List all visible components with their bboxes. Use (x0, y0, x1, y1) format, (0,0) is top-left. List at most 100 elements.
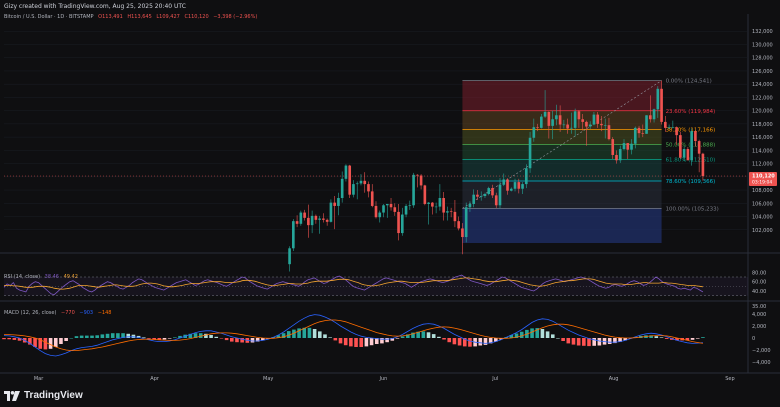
macd-histogram-bar (618, 338, 622, 342)
macd-histogram-bar (235, 338, 239, 343)
macd-histogram-bar (395, 338, 400, 339)
macd-histogram-bar (411, 332, 415, 338)
rsi-tick-label: 80.00 (752, 270, 766, 276)
candle-body (536, 127, 539, 128)
macd-histogram-bar (664, 338, 669, 339)
candle-body (355, 183, 359, 185)
tradingview-logo[interactable]: TradingView (4, 390, 83, 401)
macd-histogram-bar (74, 336, 79, 338)
symbol-legend: Bitcoin / U.S. Dollar · 1D · BITSTAMP O1… (4, 14, 260, 20)
candle-body (652, 109, 656, 120)
candle-body (588, 124, 592, 127)
macd-histogram-bar (110, 333, 115, 338)
candle-body (660, 88, 663, 122)
candle-body (498, 184, 502, 206)
price-tick-label: 132,000 (752, 29, 773, 35)
fib-zone-extension (462, 208, 662, 243)
macd-histogram-bar (597, 338, 602, 346)
macd-histogram-bar (261, 338, 265, 341)
candle-body (701, 153, 705, 177)
candle-body (633, 127, 637, 144)
macd-histogram-bar (685, 338, 690, 341)
macd-histogram-bar (338, 338, 343, 344)
macd-histogram-bar (250, 338, 255, 343)
macd-histogram-bar (442, 338, 446, 340)
macd-histogram-bar (535, 328, 540, 338)
macd-histogram-bar (364, 338, 369, 347)
macd-histogram-bar (457, 338, 462, 346)
macd-histogram-bar (462, 338, 467, 347)
macd-tick-label: 2,000 (752, 324, 766, 330)
time-axis-label: May (263, 376, 273, 382)
macd-histogram-bar (224, 338, 229, 341)
macd-histogram-bar (494, 338, 498, 342)
candle-body (592, 114, 596, 125)
candle-body (295, 221, 299, 224)
macd-histogram-bar (43, 338, 48, 350)
candle-body (412, 174, 415, 206)
candle-body (389, 203, 393, 208)
macd-histogram-bar (240, 338, 244, 343)
macd-histogram-bar (131, 334, 136, 338)
candle-body (615, 154, 618, 161)
price-tick-label: 116,000 (752, 135, 773, 141)
macd-histogram-bar (519, 331, 524, 338)
candle-body (558, 115, 562, 125)
macd-histogram-bar (530, 328, 534, 338)
candle-body (367, 184, 370, 192)
candle-body (566, 124, 569, 129)
price-tick-label: 120,000 (752, 109, 773, 115)
candle-body (694, 131, 697, 142)
candle-body (363, 180, 367, 185)
rsi-legend-title[interactable]: RSI (14, close) (4, 274, 41, 280)
macd-histogram-bar (556, 338, 560, 339)
macd-histogram-bar (659, 337, 664, 338)
candle-body (464, 207, 468, 238)
candle-body (434, 206, 438, 208)
candle-body (532, 127, 536, 138)
macd-histogram-bar (141, 337, 146, 338)
macd-histogram-bar (7, 338, 11, 340)
candle-body (506, 179, 509, 191)
candle-body (468, 203, 472, 208)
symbol-name[interactable]: Bitcoin / U.S. Dollar · 1D · BITSTAMP (4, 14, 94, 20)
candle-body (630, 143, 633, 150)
macd-histogram-bar (178, 335, 182, 338)
price-tick-label: 128,000 (752, 56, 773, 62)
time-axis-label: Aug (609, 376, 619, 382)
macd-histogram-bar (302, 327, 307, 338)
macd-histogram-bar (587, 338, 591, 347)
candle-body (419, 175, 423, 186)
macd-histogram-bar (607, 338, 612, 344)
macd-histogram-bar (307, 327, 312, 338)
candle-body (344, 165, 348, 179)
rsi-ma-line (4, 277, 703, 290)
macd-tick-label: −2,000 (752, 348, 771, 354)
macd-histogram-bar (323, 334, 327, 338)
macd-histogram-bar (214, 336, 219, 338)
price-tick-label: 124,000 (752, 82, 773, 88)
candle-body (679, 135, 682, 158)
candle-body (618, 149, 622, 161)
macd-histogram-bar (690, 338, 695, 340)
candle-body (603, 125, 607, 126)
candle-body (359, 180, 363, 184)
macd-histogram-bar (540, 329, 545, 338)
candle-body (299, 212, 303, 224)
top-note: Gizy created with TradingView.com, Aug 2… (4, 3, 186, 10)
tradingview-logo-icon (4, 390, 20, 401)
candle-body (555, 115, 558, 120)
macd-histogram-bar (374, 338, 379, 344)
candle-body (427, 202, 430, 204)
macd-histogram-bar (385, 338, 389, 343)
macd-legend-title[interactable]: MACD (12, 26, close) (4, 310, 57, 316)
macd-histogram-bar (162, 338, 167, 340)
fib-zone (462, 159, 662, 182)
candle-body (325, 219, 329, 222)
macd-histogram-value: −770 (61, 310, 75, 316)
macd-histogram-bar (59, 338, 63, 344)
candle-body (446, 211, 449, 213)
low-value: L109,427 (156, 14, 180, 20)
candle-body (577, 111, 581, 120)
